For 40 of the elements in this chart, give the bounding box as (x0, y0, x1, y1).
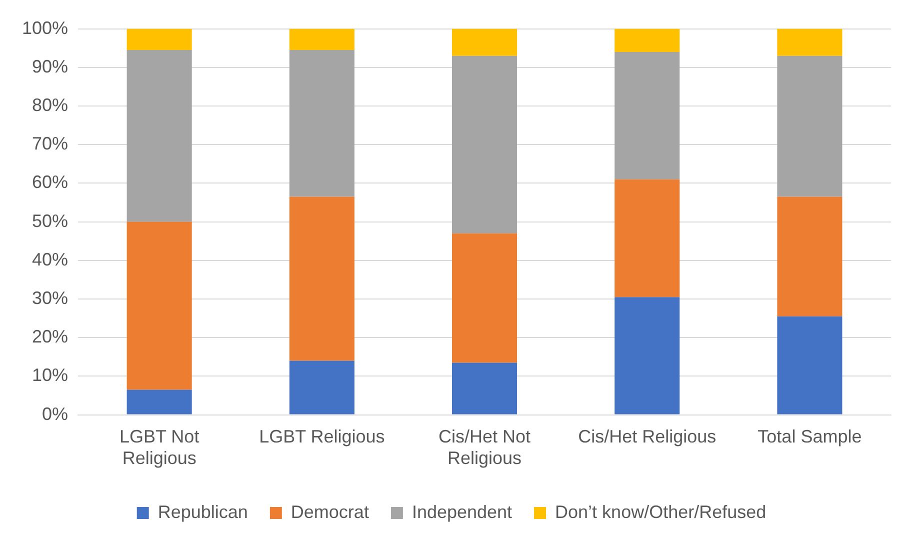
x-tick-label: LGBT Not Religious (119, 426, 200, 468)
y-tick-label: 100% (22, 18, 68, 38)
legend-label: Independent (412, 502, 512, 522)
legend-label: Republican (158, 502, 248, 522)
bar (126, 28, 192, 50)
bar (452, 56, 518, 234)
x-tick-label: LGBT Religious (259, 426, 385, 447)
y-tick-label: 90% (32, 56, 68, 76)
bar (614, 297, 680, 414)
y-tick-label: 40% (32, 249, 68, 270)
y-tick-label: 70% (32, 134, 68, 154)
bar (289, 360, 354, 414)
x-tick-label: Total Sample (758, 426, 862, 447)
y-tick-label: 30% (32, 288, 68, 308)
bar (126, 390, 192, 414)
y-tick-label: 80% (32, 94, 68, 115)
bar (126, 50, 192, 222)
bar (614, 52, 680, 180)
bar (289, 28, 354, 50)
legend-label: Don’t know/Other/Refused (555, 502, 766, 522)
y-tick-label: 60% (32, 172, 68, 192)
y-tick-label: 0% (42, 404, 68, 424)
x-tick-label: Cis/Het Religious (578, 426, 716, 447)
bar (614, 179, 680, 298)
legend-label: Democrat (290, 502, 369, 522)
y-tick-label: 50% (32, 210, 68, 231)
bar (777, 196, 842, 316)
bar (452, 233, 518, 363)
bar (777, 316, 842, 414)
bar (452, 28, 518, 56)
bar (777, 28, 842, 56)
bar (614, 28, 680, 52)
x-tick-label: Cis/Het Not Religious (438, 426, 531, 468)
y-tick-label: 10% (32, 365, 68, 386)
bar (126, 222, 192, 390)
bar (452, 362, 518, 414)
bar (777, 56, 842, 197)
bar (289, 50, 354, 197)
y-tick-label: 20% (32, 326, 68, 347)
bar (289, 196, 354, 361)
